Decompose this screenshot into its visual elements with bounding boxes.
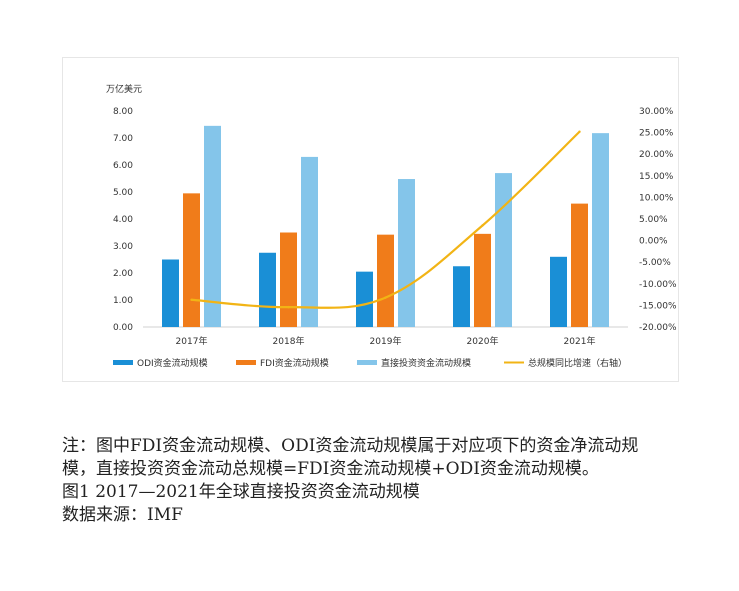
right-tick-label: 25.00% bbox=[639, 129, 674, 139]
right-tick-label: 0.00% bbox=[639, 237, 668, 247]
bar bbox=[592, 133, 609, 327]
x-tick-label: 2020年 bbox=[467, 335, 499, 347]
right-tick-label: 5.00% bbox=[639, 215, 668, 225]
bar bbox=[453, 266, 470, 327]
growth-rate-line bbox=[191, 130, 581, 309]
left-tick-label: 8.00 bbox=[113, 107, 133, 117]
growth-rate-point bbox=[481, 224, 484, 227]
legend-label: ODI资金流动规模 bbox=[137, 357, 208, 369]
left-tick-label: 5.00 bbox=[113, 188, 133, 198]
left-tick-label: 2.00 bbox=[113, 269, 133, 279]
left-tick-label: 1.00 bbox=[113, 296, 133, 306]
legend-label: FDI资金流动规模 bbox=[260, 357, 329, 369]
growth-rate-point bbox=[384, 296, 387, 299]
right-tick-label: 30.00% bbox=[639, 107, 674, 117]
bar bbox=[550, 256, 567, 327]
x-tick-label: 2019年 bbox=[370, 335, 402, 347]
x-tick-label: 2018年 bbox=[273, 335, 305, 347]
figure-title: 图1 2017—2021年全球直接投资资金流动规模 bbox=[62, 482, 420, 502]
bar bbox=[204, 125, 221, 327]
right-tick-label: -15.00% bbox=[639, 301, 677, 311]
bar bbox=[398, 179, 415, 327]
legend-swatch bbox=[236, 360, 256, 365]
left-tick-label: 4.00 bbox=[113, 215, 133, 225]
bar bbox=[259, 252, 276, 327]
right-tick-label: 15.00% bbox=[639, 172, 674, 182]
left-tick-label: 3.00 bbox=[113, 242, 133, 252]
left-tick-label: 0.00 bbox=[113, 323, 133, 333]
bar bbox=[162, 259, 179, 327]
x-tick-label: 2021年 bbox=[564, 335, 596, 347]
bar bbox=[183, 193, 200, 327]
right-tick-label: 10.00% bbox=[639, 193, 674, 203]
data-source: 数据来源：IMF bbox=[62, 505, 183, 525]
growth-rate-point bbox=[578, 130, 581, 133]
bar bbox=[571, 203, 588, 327]
left-tick-label: 7.00 bbox=[113, 134, 133, 144]
right-tick-label: -20.00% bbox=[639, 323, 677, 333]
legend-swatch bbox=[113, 360, 133, 365]
figure-caption: 注：图中FDI资金流动规模、ODI资金流动规模属于对应项下的资金净流动规模，直接… bbox=[62, 435, 662, 527]
bar bbox=[377, 234, 394, 327]
legend-label: 直接投资资金流动规模 bbox=[381, 357, 471, 369]
right-tick-label: -10.00% bbox=[639, 280, 677, 290]
growth-rate-point bbox=[287, 305, 290, 309]
growth-rate-point bbox=[190, 298, 193, 301]
combo-chart: 万亿美元 0.00 1.00 2.00 3.00 4.00 5.00 6.00 7.00 8.00… bbox=[106, 83, 677, 369]
legend-swatch bbox=[357, 360, 377, 365]
x-tick-label: 2017年 bbox=[176, 335, 208, 347]
right-tick-label: -5.00% bbox=[639, 258, 671, 268]
bar bbox=[356, 271, 373, 327]
y-axis-label: 万亿美元 bbox=[106, 83, 142, 95]
bar bbox=[495, 173, 512, 327]
bar bbox=[474, 233, 491, 327]
legend-label: 总规模同比增速（右轴） bbox=[528, 357, 627, 369]
right-tick-label: 20.00% bbox=[639, 150, 674, 160]
left-tick-label: 6.00 bbox=[113, 161, 133, 171]
caption-note: 注：图中FDI资金流动规模、ODI资金流动规模属于对应项下的资金净流动规模，直接… bbox=[62, 436, 639, 479]
chart-frame: 万亿美元 0.00 1.00 2.00 3.00 4.00 5.00 6.00 7.00 8.00… bbox=[62, 57, 679, 382]
bar bbox=[280, 232, 297, 327]
bar bbox=[301, 156, 318, 327]
